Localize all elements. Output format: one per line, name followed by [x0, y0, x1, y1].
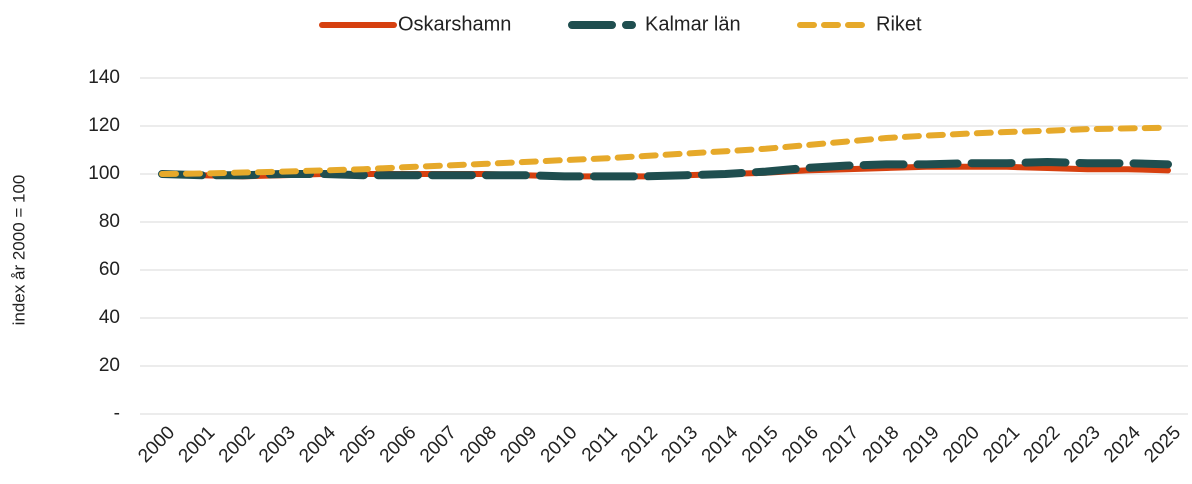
legend-label: Riket	[876, 13, 922, 35]
y-tick-label: 100	[88, 163, 120, 184]
x-tick-label: 2010	[537, 422, 582, 467]
y-tick-label: 80	[99, 211, 120, 232]
x-tick-label: 2001	[175, 422, 220, 467]
series-line	[158, 158, 1172, 181]
x-tick-label: 2008	[456, 422, 501, 467]
y-tick-label: 40	[99, 307, 120, 328]
legend-label: Kalmar län	[645, 13, 741, 35]
series-line	[159, 124, 1171, 177]
legend-label: Oskarshamn	[398, 13, 511, 35]
x-tick-label: 2023	[1060, 422, 1105, 467]
x-tick-label: 2012	[617, 422, 662, 467]
x-tick-label: 2022	[1020, 422, 1065, 467]
y-axis-label: index år 2000 = 100	[9, 175, 28, 326]
x-tick-label: 2025	[1140, 422, 1185, 467]
y-tick-label: 140	[88, 67, 120, 88]
x-tick-label: 2017	[818, 422, 863, 467]
x-tick-label: 2006	[376, 422, 421, 467]
x-tick-label: 2004	[295, 422, 340, 467]
x-tick-label: 2019	[899, 422, 944, 467]
y-tick-label: -	[114, 403, 120, 424]
x-tick-label: 2002	[215, 422, 260, 467]
x-tick-label: 2018	[859, 422, 904, 467]
x-tick-label: 2014	[698, 422, 743, 467]
x-tick-label: 2020	[939, 422, 984, 467]
x-tick-label: 2003	[255, 422, 300, 467]
x-tick-label: 2013	[657, 422, 702, 467]
x-tick-label: 2005	[336, 422, 381, 467]
y-tick-label: 60	[99, 259, 120, 280]
y-tick-label: 120	[88, 115, 120, 136]
x-tick-label: 2009	[496, 422, 541, 467]
x-tick-label: 2021	[979, 422, 1024, 467]
x-tick-label: 2024	[1100, 422, 1145, 467]
x-tick-label: 2016	[778, 422, 823, 467]
y-tick-label: 20	[99, 355, 120, 376]
x-tick-label: 2007	[416, 422, 461, 467]
x-tick-label: 2011	[578, 422, 622, 466]
x-tick-label: 2000	[134, 422, 179, 467]
x-tick-label: 2015	[738, 422, 783, 467]
